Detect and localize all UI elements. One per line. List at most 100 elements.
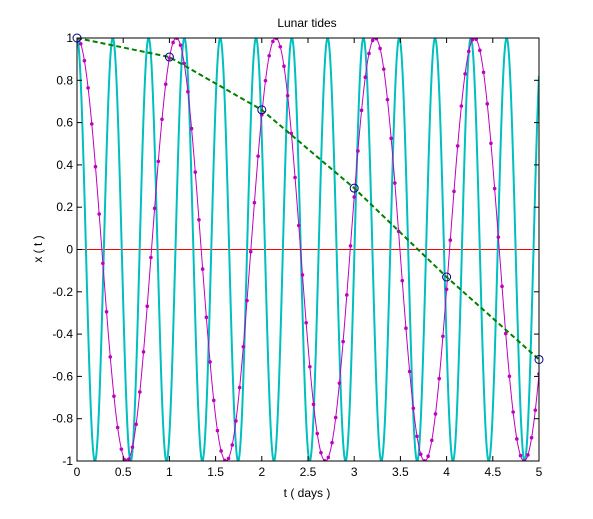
series-2-marker	[345, 293, 349, 297]
series-line-1	[77, 38, 539, 461]
series-2-marker	[134, 422, 138, 427]
series-2-marker	[141, 350, 146, 354]
series-2-marker	[115, 425, 120, 430]
series-2-marker	[470, 38, 475, 42]
x-tick-label: 2.5	[300, 465, 317, 479]
series-3-marker	[257, 105, 267, 115]
series-2-marker	[485, 102, 490, 106]
series-2-marker	[415, 434, 419, 439]
series-2-marker	[182, 61, 186, 66]
series-2-marker	[489, 141, 493, 146]
series-2-marker	[160, 117, 164, 122]
series-2-marker	[374, 38, 379, 41]
x-tick-label: 3	[351, 465, 358, 479]
series-3-marker	[164, 52, 174, 62]
series-2-marker	[197, 217, 201, 222]
series-2-marker	[330, 440, 334, 445]
series-2-marker	[189, 126, 194, 131]
series-2-marker	[407, 369, 412, 374]
series-2-marker	[178, 43, 183, 47]
y-tick-label: -0.4	[52, 327, 73, 341]
series-2-marker	[452, 189, 456, 194]
series-2-marker	[245, 298, 249, 303]
series-2-marker	[356, 149, 360, 153]
series-2-marker	[496, 235, 501, 239]
series-2-marker	[171, 40, 175, 45]
series-2-marker	[352, 195, 357, 199]
series-2-marker	[370, 38, 375, 43]
series-2-marker	[518, 453, 523, 458]
series-2-marker	[156, 159, 161, 164]
series-2-marker	[167, 56, 172, 60]
series-2-marker	[315, 431, 320, 436]
series-2-marker	[430, 438, 434, 443]
series-2-marker	[252, 200, 257, 205]
series-2-marker	[186, 89, 190, 94]
y-tick-label: 0.6	[56, 116, 73, 130]
y-tick-label: 0.8	[56, 73, 73, 87]
series-2-marker	[282, 64, 286, 69]
series-2-marker	[444, 287, 449, 292]
series-2-marker	[241, 344, 246, 349]
series-2-marker	[289, 131, 294, 136]
series-2-marker	[367, 51, 371, 56]
series-2-marker	[507, 374, 512, 379]
y-tick-label: 1	[66, 31, 73, 45]
series-2-marker	[363, 75, 368, 80]
series-2-marker	[211, 398, 216, 403]
series-2-marker	[448, 238, 453, 242]
series-2-marker	[511, 410, 515, 414]
series-2-marker	[293, 175, 297, 180]
series-2-marker	[126, 457, 131, 461]
series-2-marker	[500, 284, 504, 289]
y-tick-label: -1	[62, 454, 73, 468]
series-2-marker	[219, 449, 223, 453]
series-2-marker	[322, 458, 327, 461]
series-2-marker	[123, 458, 127, 461]
series-2-marker	[385, 97, 390, 102]
series-2-marker	[237, 385, 242, 390]
series-2-marker	[104, 310, 109, 314]
y-tick-label: -0.2	[52, 285, 73, 299]
series-2-marker	[274, 38, 279, 41]
series-2-marker	[400, 278, 405, 283]
series-2-marker	[526, 453, 530, 457]
series-2-marker	[381, 67, 386, 71]
series-2-marker	[319, 450, 323, 455]
series-2-marker	[441, 334, 445, 339]
series-2-marker	[296, 223, 301, 228]
series-3-marker	[442, 272, 452, 282]
series-2-marker	[263, 78, 268, 83]
y-tick-label: 0.2	[56, 200, 73, 214]
x-tick-label: 1.5	[207, 465, 224, 479]
series-2-marker	[378, 46, 382, 51]
series-2-marker	[271, 39, 275, 44]
series-2-marker	[393, 181, 397, 185]
series-2-marker	[463, 72, 467, 76]
series-2-marker	[437, 376, 442, 381]
series-2-marker	[78, 41, 83, 46]
series-2-marker	[474, 38, 478, 42]
series-2-marker	[418, 452, 423, 456]
series-2-marker	[341, 339, 345, 344]
chart-title: Lunar tides	[277, 16, 336, 30]
series-2-marker	[152, 206, 157, 211]
x-tick-label: 3.5	[392, 465, 409, 479]
series-2-marker	[119, 447, 124, 451]
series-2-marker	[426, 454, 430, 459]
series-2-marker	[204, 315, 209, 320]
series-2-marker	[208, 360, 212, 364]
series-2-marker	[411, 406, 416, 411]
series-2-marker	[326, 455, 331, 460]
series-2-marker	[529, 435, 534, 440]
series-2-marker	[149, 255, 153, 260]
series-2-marker	[101, 261, 105, 266]
series-2-marker	[163, 82, 168, 87]
series-2-marker	[455, 144, 460, 148]
series-2-marker	[89, 122, 94, 126]
series-2-marker	[285, 93, 290, 98]
series-2-marker	[230, 443, 235, 447]
series-3-marker	[534, 354, 544, 364]
series-2-marker	[215, 428, 220, 433]
